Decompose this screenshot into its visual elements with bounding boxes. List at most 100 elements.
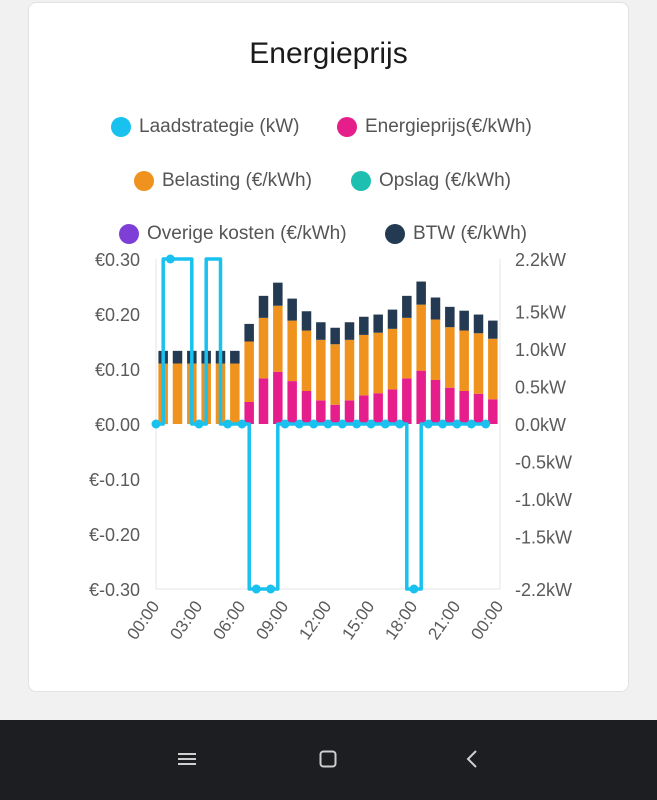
bar-btw [488,320,498,339]
left-axis-tick-label: €0.10 [95,360,140,380]
legend-dot-btw [385,224,405,244]
home-button[interactable] [313,746,343,772]
laadstrategie-point [452,419,462,429]
bar-belasting [301,330,312,391]
bar-belasting [402,317,412,379]
x-axis-tick-label: 12:00 [295,597,335,643]
laadstrategie-point [380,419,390,429]
legend-dot-opslag [351,171,371,191]
bar-belasting [359,334,369,396]
bar-btw [430,297,441,320]
bar-btw [387,309,398,329]
bar-energieprijs [387,389,398,424]
legend-dot-overige [119,224,139,244]
right-axis-tick-label: 1.5kW [515,303,566,323]
laadstrategie-point [151,419,161,429]
bar-btw [258,295,269,318]
right-axis-tick-label: 0.5kW [515,378,566,398]
bar-belasting [230,363,240,424]
back-button[interactable] [457,746,487,772]
left-axis-tick-label: €0.20 [95,305,140,325]
legend-dot-energieprijs [337,117,357,137]
menu-icon [178,753,196,765]
laadstrategie-point [280,419,290,429]
bar-belasting [258,317,269,379]
legend-item-btw[interactable]: BTW (€/kWh) [385,223,527,245]
bar-belasting [387,328,398,390]
bar-btw [273,282,283,306]
legend-item-energieprijs[interactable]: Energieprijs(€/kWh) [337,116,532,138]
right-axis-tick-label: 0.0kW [515,415,566,435]
left-axis-tick-label: €0.30 [95,250,140,270]
right-axis-tick-label: -1.0kW [515,490,572,510]
bar-belasting [172,363,183,424]
bar-belasting [344,339,355,401]
legend-dot-laadstrategie [111,117,131,137]
bar-btw [230,350,240,364]
bar-btw [359,316,369,335]
bar-energieprijs [430,380,441,424]
left-axis-tick-label: €0.00 [95,415,140,435]
legend-label-energieprijs: Energieprijs(€/kWh) [365,116,532,137]
bar-btw [172,350,183,364]
chart-title: Energieprijs [249,37,408,70]
legend-item-opslag[interactable]: Opslag (€/kWh) [351,170,511,192]
bar-btw [316,322,326,340]
legend-item-belasting[interactable]: Belasting (€/kWh) [134,170,312,192]
laadstrategie-point [423,419,433,429]
x-axis-tick-label: 21:00 [424,597,464,643]
bar-energieprijs [373,393,383,424]
right-axis-tick-label: -0.5kW [515,453,572,473]
laadstrategie-point [294,419,304,429]
laadstrategie-point [438,419,448,429]
bar-belasting [330,344,340,405]
laadstrategie-point [409,584,419,594]
bar-btw [244,323,254,342]
bar-energieprijs [258,378,269,424]
laadstrategie-point [337,419,347,429]
bar-energieprijs [416,370,426,424]
x-axis-tick-label: 09:00 [252,597,292,643]
x-axis-tick-label: 06:00 [209,597,249,643]
bar-belasting [459,330,469,391]
x-axis-tick-label: 00:00 [467,597,507,643]
bar-energieprijs [402,378,412,424]
system-navigation-bar [0,720,657,800]
bar-energieprijs [445,387,455,424]
laadstrategie-line [156,257,486,591]
laadstrategie-point [223,419,233,429]
laadstrategie-point [323,419,333,429]
bar-btw [344,322,355,340]
bar-belasting [287,320,297,382]
home-square-icon [319,750,337,768]
right-axis-tick-label: -1.5kW [515,528,572,548]
right-axis-tick-label: 1.0kW [515,340,566,360]
laadstrategie-point [237,419,247,429]
bar-energieprijs [344,400,355,424]
energy-price-card: Energieprijs Laadstrategie (kW) Energiep… [28,2,629,692]
laadstrategie-point [309,419,319,429]
bar-belasting [416,304,426,371]
menu-button[interactable] [172,746,202,772]
legend-label-laadstrategie: Laadstrategie (kW) [139,116,300,137]
legend-item-laadstrategie[interactable]: Laadstrategie (kW) [111,116,300,138]
bar-belasting [488,338,498,400]
bar-energieprijs [316,400,326,424]
bar-btw [287,298,297,321]
left-axis-tick-label: €-0.30 [89,580,140,600]
left-axis-tick-label: €-0.20 [89,525,140,545]
bar-energieprijs [287,381,297,424]
legend-label-overige: Overige kosten (€/kWh) [147,223,347,244]
x-axis-tick-label: 15:00 [338,597,378,643]
bar-btw [459,310,469,331]
laadstrategie-point [481,419,491,429]
bar-energieprijs [273,371,283,424]
bar-energieprijs [330,404,340,424]
bar-belasting [244,341,254,402]
energy-price-chart: €0.30 €0.20 €0.10 €0.00 €-0.10 €-0.20 €-0.30 2.… [89,250,572,643]
x-axis-tick-label: 18:00 [381,597,421,643]
laadstrategie-point [251,584,261,594]
bar-belasting [273,305,283,372]
legend-item-overige[interactable]: Overige kosten (€/kWh) [119,223,347,245]
legend-label-opslag: Opslag (€/kWh) [379,170,511,191]
